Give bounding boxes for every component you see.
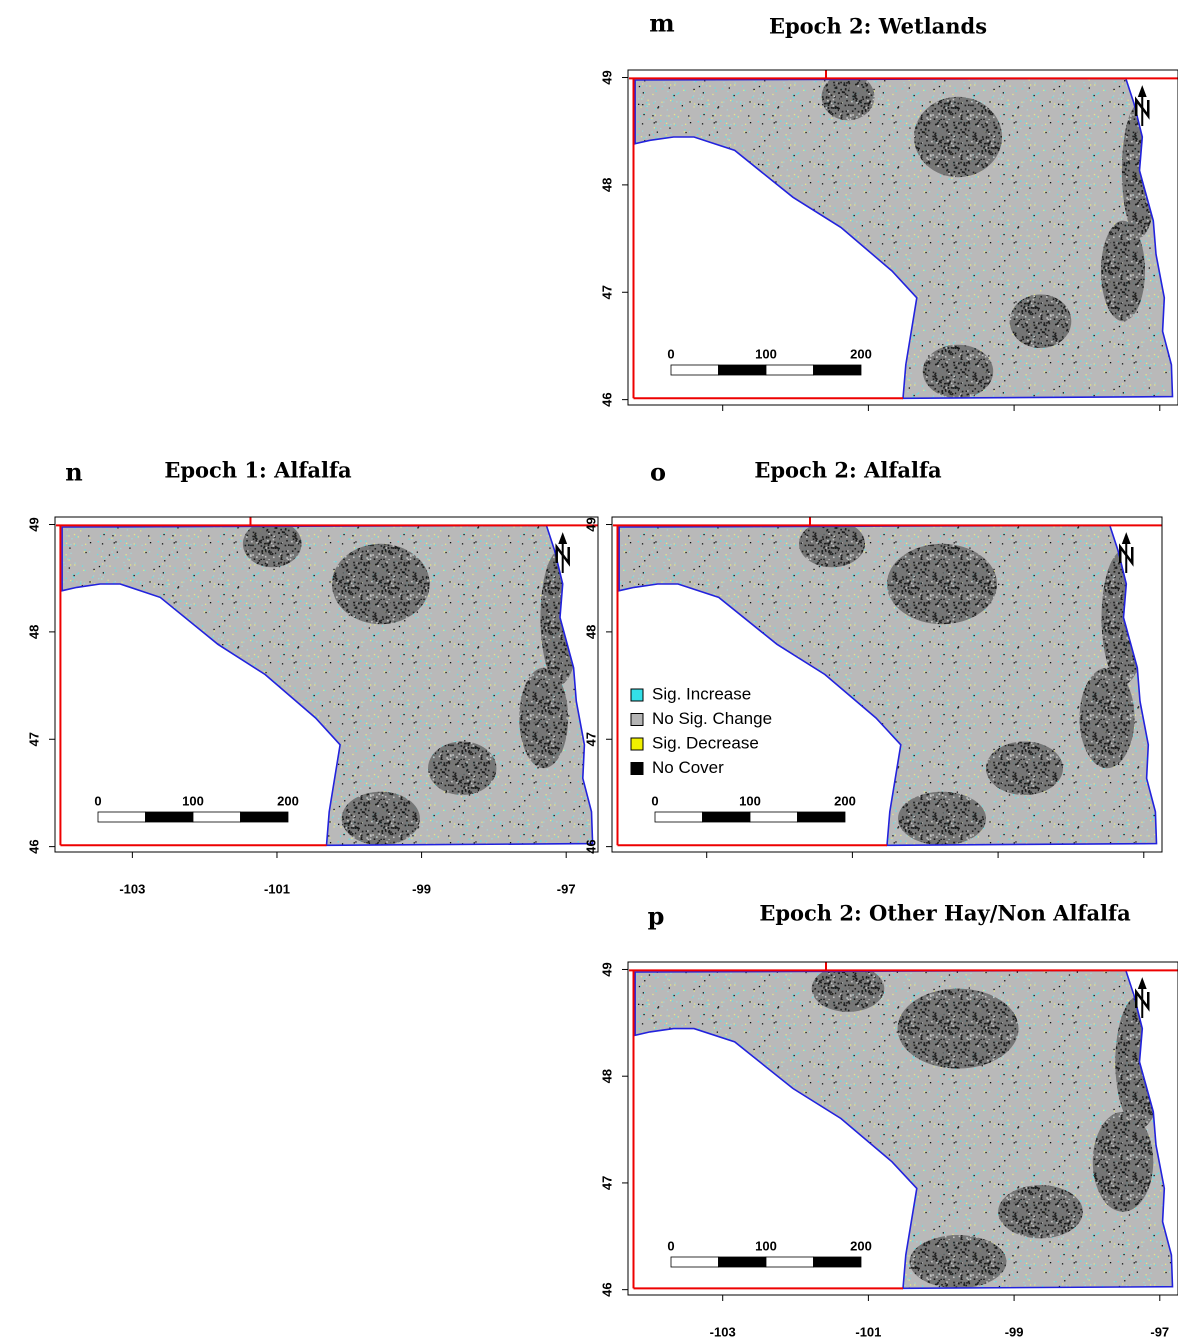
x-tick-label: -99 (1005, 1324, 1024, 1338)
figure: m Epoch 2: Wetlands 49 48 47 46 0 100 200 n Epoch … (0, 0, 1178, 1338)
cover-cluster (243, 520, 302, 567)
cover-cluster (898, 989, 1019, 1069)
scale-label: 0 (94, 793, 101, 808)
y-tick-label: 46 (26, 839, 41, 853)
cover-cluster (1010, 294, 1072, 348)
cover-cluster (1080, 668, 1135, 769)
cover-cluster (914, 97, 1002, 177)
legend-label: No Cover (652, 758, 724, 777)
scale-segment (671, 1257, 719, 1267)
panel-title: Epoch 1: Alfalfa (164, 458, 352, 483)
scale-segment (241, 812, 289, 822)
y-tick-label: 49 (583, 517, 598, 531)
scale-label: 100 (755, 346, 777, 361)
scale-segment (671, 365, 719, 375)
y-tick-label: 47 (599, 285, 614, 299)
y-tick-label: 48 (583, 625, 598, 639)
cover-cluster (1093, 1112, 1154, 1212)
scale-segment (750, 812, 798, 822)
x-tick-label: -99 (412, 881, 431, 896)
scale-segment (719, 1257, 767, 1267)
cover-cluster (428, 741, 496, 795)
x-tick-label: -97 (1150, 1324, 1169, 1338)
legend-label: Sig. Decrease (652, 733, 759, 752)
cover-cluster (822, 73, 875, 120)
scale-label: 100 (755, 1238, 777, 1253)
panel-title: Epoch 2: Other Hay/Non Alfalfa (759, 901, 1131, 926)
scale-segment (798, 812, 846, 822)
cover-cluster (923, 345, 993, 399)
scale-segment (98, 812, 146, 822)
x-tick-label: -103 (710, 1324, 736, 1338)
panel-title: Epoch 2: Wetlands (769, 14, 987, 39)
legend-swatch (631, 763, 643, 775)
legend-swatch (631, 689, 643, 701)
scale-segment (814, 365, 862, 375)
panel-letter: m (649, 9, 674, 38)
scale-label: 0 (667, 1238, 674, 1253)
panel-title: Epoch 2: Alfalfa (754, 458, 942, 483)
cover-cluster (887, 544, 997, 624)
cover-cluster (910, 1235, 1007, 1288)
cover-cluster (998, 1185, 1083, 1238)
scale-label: 100 (182, 793, 204, 808)
y-tick-label: 47 (599, 1176, 614, 1190)
legend-label: Sig. Increase (652, 684, 751, 703)
scale-segment (719, 365, 767, 375)
scale-label: 200 (850, 346, 872, 361)
cover-cluster (812, 965, 885, 1012)
legend-swatch (631, 738, 643, 750)
panel-letter: n (65, 458, 82, 487)
legend-label: No Sig. Change (652, 709, 772, 728)
y-tick-label: 48 (599, 1069, 614, 1083)
y-tick-label: 47 (26, 732, 41, 746)
cover-cluster (898, 792, 986, 846)
scale-segment (703, 812, 751, 822)
y-tick-label: 46 (583, 839, 598, 853)
y-tick-label: 49 (599, 70, 614, 84)
panel-letter: o (650, 458, 666, 487)
cover-cluster (332, 544, 430, 624)
cover-cluster (1101, 221, 1145, 322)
scale-segment (814, 1257, 862, 1267)
scale-segment (766, 365, 814, 375)
x-tick-label: -97 (557, 881, 576, 896)
scale-segment (193, 812, 241, 822)
cover-cluster (799, 520, 865, 567)
cover-cluster (519, 668, 568, 769)
scale-segment (655, 812, 703, 822)
cover-cluster (986, 741, 1063, 795)
page: {"panels":[ {"letter":"m","title":"Epoch… (0, 0, 1178, 1338)
y-tick-label: 46 (599, 1282, 614, 1296)
y-tick-label: 49 (26, 517, 41, 531)
scale-label: 0 (651, 793, 658, 808)
scale-label: 200 (834, 793, 856, 808)
panel-letter: p (648, 902, 665, 931)
x-tick-label: -103 (119, 881, 145, 896)
state-area (635, 78, 1172, 398)
scale-label: 200 (277, 793, 299, 808)
y-tick-label: 48 (599, 178, 614, 192)
x-tick-label: -101 (855, 1324, 881, 1338)
scale-label: 200 (850, 1238, 872, 1253)
cover-cluster (342, 792, 420, 846)
scale-segment (146, 812, 194, 822)
y-tick-label: 49 (599, 962, 614, 976)
y-tick-label: 48 (26, 625, 41, 639)
scale-label: 0 (667, 346, 674, 361)
y-tick-label: 47 (583, 732, 598, 746)
state-area (62, 525, 593, 845)
y-tick-label: 46 (599, 392, 614, 406)
x-tick-label: -101 (264, 881, 290, 896)
scale-label: 100 (739, 793, 761, 808)
legend-swatch (631, 714, 643, 726)
scale-segment (766, 1257, 814, 1267)
